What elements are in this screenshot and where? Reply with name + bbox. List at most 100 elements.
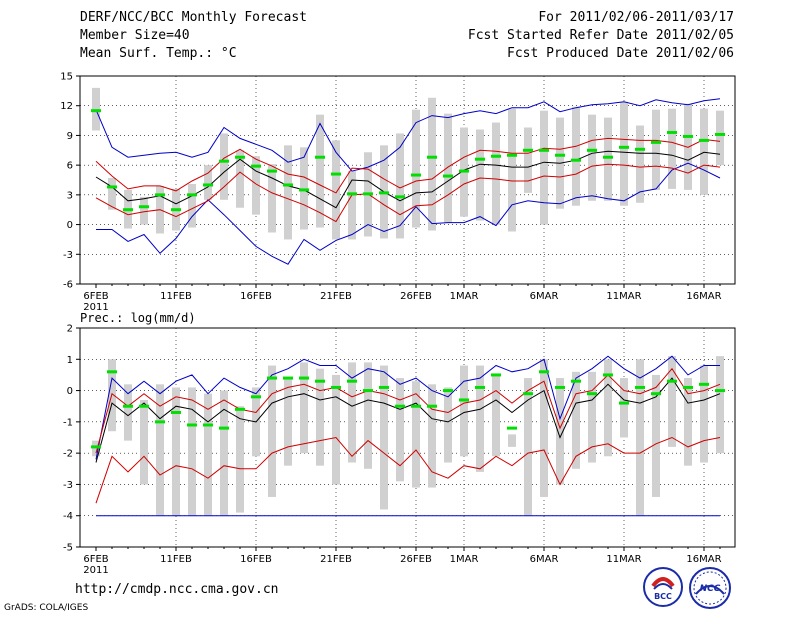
median-marker <box>571 379 581 383</box>
median-marker <box>251 164 261 168</box>
median-marker <box>91 445 101 449</box>
ensemble-box <box>652 374 660 497</box>
ensemble-box <box>604 359 612 457</box>
median-marker <box>203 183 213 187</box>
ncc-logo: NCC <box>689 567 731 609</box>
median-marker <box>443 174 453 178</box>
ensemble-box <box>412 381 420 488</box>
ensemble-box <box>508 434 516 447</box>
ensemble-box <box>204 165 212 200</box>
median-marker <box>203 423 213 427</box>
median-marker <box>347 192 357 196</box>
ensemble-box <box>252 156 260 215</box>
ensemble-box <box>476 365 484 472</box>
median-marker <box>315 379 325 383</box>
ensemble-box <box>524 127 532 193</box>
median-marker <box>379 385 389 389</box>
y-tick-label: 0 <box>67 386 73 397</box>
ensemble-box <box>652 109 660 190</box>
x-year-label: 2011 <box>83 302 108 313</box>
median-marker <box>635 385 645 389</box>
median-marker <box>267 376 277 380</box>
ensemble-box <box>620 378 628 438</box>
median-marker <box>715 132 725 136</box>
produced-date: Fcst Produced Date 2011/02/06 <box>507 46 734 61</box>
median-marker <box>539 370 549 374</box>
median-marker <box>715 389 725 393</box>
upper-blue-line <box>95 355 720 460</box>
x-tick-label: 6MAR <box>530 554 559 565</box>
x-tick-label: 11FEB <box>160 291 192 302</box>
bcc-logo-text: BCC <box>654 592 672 601</box>
y-tick-label: 1 <box>67 355 73 366</box>
ensemble-box <box>108 178 116 210</box>
median-marker <box>619 145 629 149</box>
ensemble-box <box>284 378 292 466</box>
median-marker <box>379 191 389 195</box>
median-marker <box>363 389 373 393</box>
ensemble-box <box>332 140 340 240</box>
median-marker <box>459 398 469 402</box>
median-marker <box>571 158 581 162</box>
ensemble-box <box>668 108 676 189</box>
ensemble-box <box>396 133 404 239</box>
median-marker <box>171 410 181 414</box>
ensemble-box <box>556 378 564 485</box>
ensemble-box <box>92 440 100 457</box>
bcc-logo: BCC <box>643 567 683 607</box>
median-marker <box>267 169 277 173</box>
x-tick-label: 26FEB <box>400 554 432 565</box>
ensemble-box <box>268 164 276 233</box>
x-tick-label: 6FEB <box>83 554 108 565</box>
ensemble-box <box>140 399 148 485</box>
median-marker <box>699 382 709 386</box>
x-tick-label: 11FEB <box>160 554 192 565</box>
x-tick-label: 11MAR <box>606 291 641 302</box>
median-marker <box>603 155 613 159</box>
y-tick-label: -2 <box>63 449 73 460</box>
median-marker <box>187 193 197 197</box>
ensemble-box <box>300 362 308 454</box>
x-tick-label: 11MAR <box>606 554 641 565</box>
median-marker <box>331 385 341 389</box>
ensemble-box <box>700 108 708 195</box>
median-marker <box>107 370 117 374</box>
ncc-logo-text: NCC <box>700 584 721 594</box>
y-tick-label: 2 <box>67 324 73 335</box>
ensemble-box <box>124 384 132 441</box>
median-marker <box>395 195 405 199</box>
ensemble-box <box>220 390 228 516</box>
x-tick-label: 16MAR <box>686 291 721 302</box>
median-marker <box>395 404 405 408</box>
x-tick-label: 16MAR <box>686 554 721 565</box>
x-tick-label: 6FEB <box>83 291 108 302</box>
lower-red-line <box>95 436 721 504</box>
ensemble-box <box>716 356 724 454</box>
precip-label: Prec.: log(mm/d) <box>80 311 196 325</box>
lower-red-line <box>95 163 721 223</box>
median-marker <box>123 208 133 212</box>
median-marker <box>363 192 373 196</box>
median-marker <box>219 426 229 430</box>
median-marker <box>283 183 293 187</box>
ensemble-box <box>332 374 340 485</box>
ensemble-box <box>620 101 628 206</box>
ensemble-box <box>412 109 420 228</box>
source-url[interactable]: http://cmdp.ncc.cma.gov.cn <box>75 582 279 597</box>
median-marker <box>91 109 101 113</box>
median-marker <box>139 404 149 408</box>
median-marker <box>171 208 181 212</box>
median-marker <box>683 134 693 138</box>
ensemble-box <box>540 110 548 225</box>
median-marker <box>667 379 677 383</box>
x-tick-label: 21FEB <box>320 291 352 302</box>
ensemble-box <box>636 125 644 203</box>
median-marker <box>331 172 341 176</box>
ensemble-box <box>204 393 212 516</box>
median-marker <box>619 401 629 405</box>
y-tick-label: -3 <box>63 480 73 491</box>
median-marker <box>219 159 229 163</box>
ensemble-box <box>188 183 196 228</box>
ensemble-box <box>236 150 244 208</box>
